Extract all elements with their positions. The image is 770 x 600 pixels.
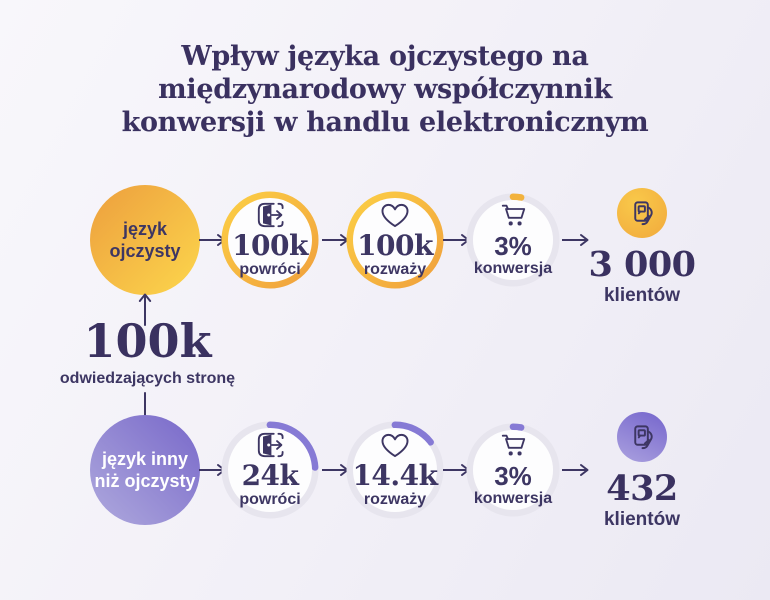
step-circle-considers: 100k rozważy bbox=[346, 191, 444, 289]
step-label: konwersja bbox=[473, 490, 553, 508]
door-return-icon bbox=[257, 203, 284, 228]
progress-ring bbox=[221, 191, 319, 289]
progress-ring bbox=[346, 191, 444, 289]
result-label: klientów bbox=[603, 509, 680, 530]
up-arrow-icon bbox=[138, 293, 152, 326]
source-label: niż ojczysty bbox=[94, 471, 196, 491]
title-line: konwersji w handlu elektronicznym bbox=[121, 107, 649, 139]
card-payment-icon bbox=[633, 424, 653, 449]
step-value: 24k bbox=[241, 459, 299, 493]
visitors-value: 100k bbox=[83, 314, 212, 368]
title-line: Wpływ języka ojczystego na bbox=[181, 41, 589, 72]
step-circle-considers: 14.4k rozważy bbox=[346, 421, 444, 519]
step-value: 3% bbox=[494, 231, 532, 262]
step-circle-conversion: 3% konwersja bbox=[466, 193, 560, 287]
step-label: rozważy bbox=[363, 260, 427, 278]
step-value: 3% bbox=[494, 461, 532, 492]
result-native-language: 3 000 klientów bbox=[580, 188, 704, 307]
source-label: język inny bbox=[101, 448, 189, 469]
card-payment-icon bbox=[633, 200, 653, 225]
visitors-block: 100k odwiedzających stronę bbox=[50, 318, 245, 388]
step-value: 100k bbox=[357, 228, 433, 262]
step-label: powróci bbox=[239, 491, 301, 509]
right-arrow-icon bbox=[562, 464, 589, 476]
source-label: ojczysty bbox=[109, 241, 181, 261]
source-circle-non-native-language: język inny niż ojczysty bbox=[90, 415, 200, 525]
step-value: 14.4k bbox=[352, 458, 438, 492]
result-value: 3 000 bbox=[588, 244, 696, 285]
step-value: 100k bbox=[232, 229, 308, 263]
source-circle-native-language: język ojczysty bbox=[90, 185, 200, 295]
page-title: Wpływ języka ojczystego na międzynarodow… bbox=[0, 40, 770, 140]
progress-ring bbox=[346, 421, 444, 519]
source-label: język bbox=[122, 218, 168, 239]
progress-ring bbox=[221, 421, 319, 519]
progress-ring bbox=[466, 193, 560, 287]
title-line: międzynarodowy współczynnik bbox=[158, 74, 612, 106]
step-label: konwersja bbox=[473, 260, 553, 278]
result-badge bbox=[617, 188, 667, 238]
heart-icon bbox=[381, 433, 409, 457]
cart-icon bbox=[501, 435, 525, 456]
progress-ring bbox=[466, 423, 560, 517]
step-circle-conversion: 3% konwersja bbox=[466, 423, 560, 517]
heart-icon bbox=[381, 203, 409, 227]
door-return-icon bbox=[257, 433, 284, 458]
right-arrow-icon bbox=[562, 234, 589, 246]
step-label: powróci bbox=[239, 261, 301, 279]
cart-icon bbox=[501, 205, 525, 226]
result-value: 432 bbox=[606, 468, 678, 509]
visitors-label: odwiedzających stronę bbox=[59, 370, 236, 387]
step-label: rozważy bbox=[363, 490, 427, 508]
result-label: klientów bbox=[603, 285, 680, 306]
result-non-native-language: 432 klientów bbox=[580, 412, 704, 531]
step-circle-returns: 100k powróci bbox=[221, 191, 319, 289]
result-badge bbox=[617, 412, 667, 462]
step-circle-returns: 24k powróci bbox=[221, 421, 319, 519]
